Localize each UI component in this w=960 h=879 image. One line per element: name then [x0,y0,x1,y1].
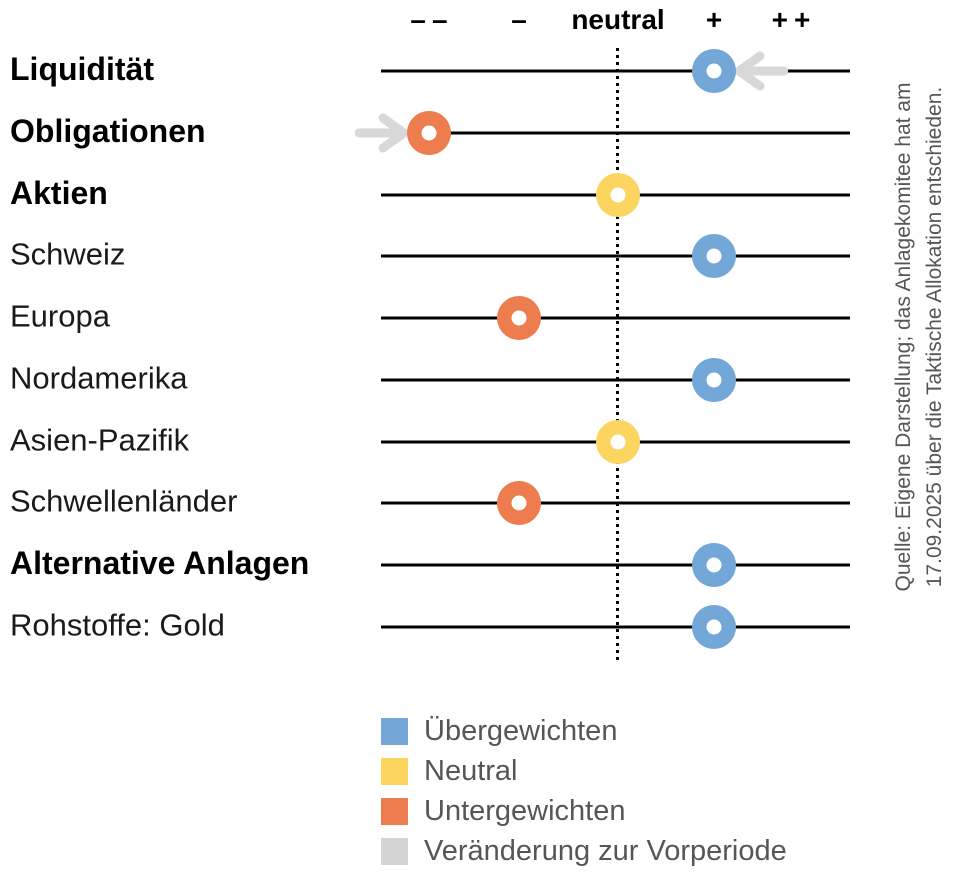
position-dot [692,543,736,588]
position-dot [596,172,640,217]
legend-item: Übergewichten [381,715,787,747]
row-line [381,625,850,629]
row-label: Obligationen [10,112,206,149]
legend: Übergewichten Neutral Untergewichten Veränd… [381,715,787,878]
dot-hole [511,495,527,511]
source-note-line1: Quelle: Eigene Darstellung; das Anlageko… [892,82,915,592]
dot-hole [706,248,722,264]
scale-label-+: + [705,4,729,35]
legend-item-label: Übergewichten [424,715,618,747]
legend-item-label: Neutral [424,755,518,787]
row-label: Aktien [10,174,108,211]
row-label: Europa [10,298,110,334]
row-label: Rohstoffe: Gold [10,607,225,643]
position-dot [692,357,736,402]
row-line [381,131,850,135]
source-note-line2: 17.09.2025 über die Taktische Allokation… [923,86,946,588]
row-label: Nordamerika [10,360,188,396]
row-label: Liquidität [10,50,154,87]
dot-hole [610,434,626,450]
dot-hole [511,310,527,326]
dot-hole [706,557,722,573]
change-arrow-left-icon [730,51,789,91]
row-line [381,254,850,258]
row-line [381,316,850,320]
position-dot [596,419,640,464]
position-dot [497,481,541,526]
row-label: Asien-Pazifik [10,422,190,458]
scale-label-++: ++ [771,4,817,35]
row-label: Schwellenländer [10,484,238,520]
row-line [381,563,850,567]
row-label: Schweiz [10,236,126,272]
change-arrow-right-icon [354,113,413,153]
position-dot [692,234,736,279]
dot-hole [706,63,722,79]
source-note: Quelle: Eigene Darstellung; das Anlageko… [888,47,950,627]
legend-item-label: Veränderung zur Vorperiode [424,835,787,867]
dot-hole [706,372,722,388]
position-dot [692,49,736,93]
legend-swatch-icon [381,758,408,785]
scale-label---: –– [410,4,454,35]
legend-item: Untergewichten [381,795,787,827]
dot-hole [706,619,722,635]
row-line [381,378,850,382]
legend-item: Veränderung zur Vorperiode [381,835,787,867]
legend-item-label: Untergewichten [424,795,626,827]
position-dot [407,110,451,155]
position-dot [692,605,736,650]
scale-label-neutral: neutral [571,4,665,35]
position-dot [497,296,541,341]
dot-hole [610,187,626,203]
legend-swatch-icon [381,718,408,745]
scale-label--: – [511,4,533,35]
row-line [381,69,850,73]
row-line [381,501,850,505]
legend-swatch-icon [381,798,408,825]
legend-item: Neutral [381,755,787,787]
neutral-guide-line [616,48,619,664]
dot-hole [421,125,437,141]
legend-swatch-icon [381,838,408,865]
row-label: Alternative Anlagen [10,545,310,582]
